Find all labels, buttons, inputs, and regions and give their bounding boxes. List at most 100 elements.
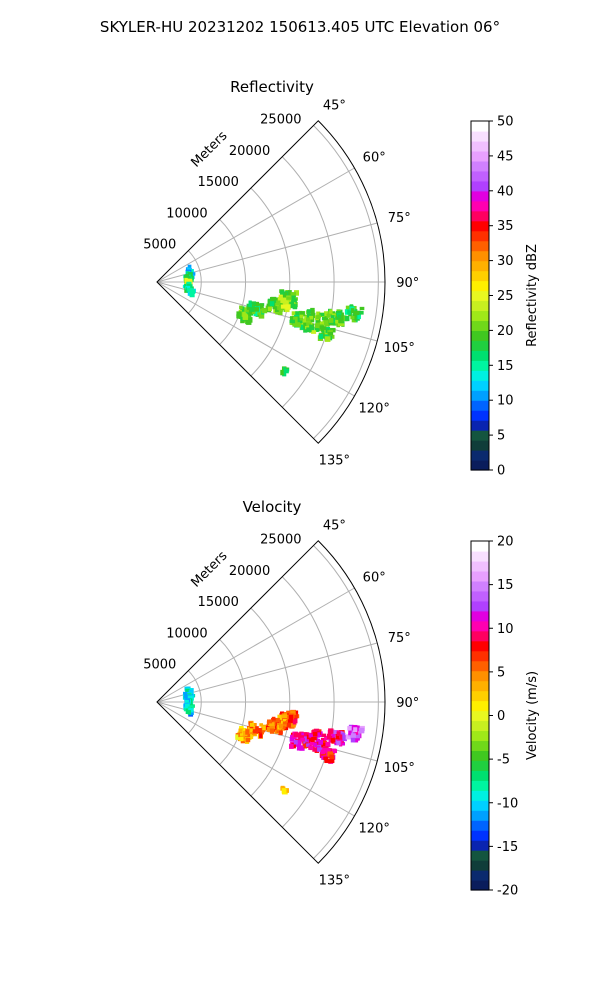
colorbar-segment [471, 260, 489, 272]
azimuth-tick-label: 60° [363, 571, 386, 586]
colorbar-segment [471, 250, 489, 262]
azimuth-tick-label: 45° [323, 519, 346, 534]
colorbar-segment [471, 710, 489, 722]
echo-gate [318, 333, 324, 340]
colorbar-segment [471, 730, 489, 742]
echo-gate [315, 315, 320, 320]
echo-gate [296, 317, 303, 324]
colorbar-segment [471, 390, 489, 401]
echo-gate [316, 311, 321, 317]
echo-gate [309, 733, 314, 739]
echo-gate [306, 317, 310, 321]
echo-gate [335, 319, 339, 324]
echo-gate [284, 788, 289, 793]
echo-gate [281, 788, 287, 794]
echo-gate [241, 307, 247, 312]
echo-gate [345, 305, 350, 311]
echo-gate [310, 307, 315, 312]
echo-gate [330, 315, 335, 321]
echo-gate [184, 699, 189, 706]
colorbar-segment [471, 680, 489, 692]
echo-gate [347, 309, 352, 315]
echo-gate [258, 313, 265, 319]
echo-gate [257, 727, 262, 733]
echo-field [182, 686, 365, 795]
echo-gate [187, 267, 192, 272]
echo-gate [299, 315, 304, 321]
echo-gate [269, 722, 275, 726]
echo-gate [289, 722, 293, 728]
echo-gate [240, 315, 244, 321]
echo-gate [353, 737, 359, 743]
echo-gate [254, 307, 260, 312]
echo-gate [345, 734, 351, 740]
colorbar-segment [471, 810, 489, 821]
azimuth-tick-label: 75° [388, 211, 411, 226]
echo-gate [294, 710, 299, 716]
echo-gate [315, 738, 321, 743]
echo-gate [298, 735, 304, 740]
echo-gate [350, 737, 356, 743]
radial-tick-label: 10000 [166, 626, 207, 641]
figure-title: SKYLER-HU 20231202 150613.405 UTC Elevat… [100, 18, 500, 36]
echo-gate [293, 316, 298, 323]
echo-gate [239, 736, 244, 742]
echo-gate [277, 297, 283, 303]
colorbar-tick-label: -5 [497, 753, 510, 768]
azimuth-tick-label: 90° [396, 696, 419, 711]
colorbar-segment [471, 410, 489, 421]
echo-gate [270, 297, 276, 303]
echo-gate [316, 732, 321, 738]
echo-gate [286, 297, 291, 303]
echo-gate [292, 321, 298, 327]
radial-tick-label: 5000 [143, 238, 176, 253]
echo-gate [281, 714, 287, 719]
echo-gate [296, 732, 302, 738]
echo-gate [249, 306, 255, 312]
colorbar-tick-label: 20 [497, 324, 514, 339]
colorbar-segment [471, 700, 489, 712]
colorbar-label: Reflectivity dBZ [525, 244, 540, 347]
echo-gate [330, 738, 336, 743]
echo-gate [347, 726, 352, 731]
colorbar-segment [471, 740, 489, 751]
echo-gate [335, 311, 342, 316]
echo-gate [296, 313, 302, 319]
echo-gate [348, 730, 352, 736]
echo-gate [323, 311, 329, 317]
echo-gate [321, 742, 326, 748]
echo-gate [350, 733, 356, 738]
echo-gate [326, 313, 330, 318]
echo-gate [344, 309, 350, 315]
echo-gate [354, 730, 359, 735]
colorbar-segment [471, 170, 489, 182]
echo-gate [242, 732, 248, 737]
echo-gate [186, 285, 191, 290]
colorbar-segment [471, 210, 489, 222]
echo-gate [281, 297, 287, 304]
colorbar-segment [471, 190, 489, 202]
colorbar-segment [471, 300, 489, 312]
echo-gate [293, 733, 300, 737]
echo-gate [327, 331, 334, 336]
echo-gate [291, 723, 296, 728]
echo-gate [297, 740, 301, 746]
azimuth-tick-label: 105° [384, 761, 415, 776]
colorbar-segment [471, 760, 489, 771]
colorbar-segment [471, 640, 489, 652]
echo-gate [269, 728, 275, 734]
colorbar-segment [471, 450, 489, 461]
echo-gate [239, 733, 244, 737]
colorbar-segment [471, 840, 489, 851]
echo-gate [280, 304, 286, 309]
echo-gate [302, 732, 308, 736]
colorbar-segment [471, 330, 489, 341]
echo-gate [239, 305, 243, 310]
azimuth-tick-label: 120° [359, 821, 390, 836]
echo-gate [322, 329, 327, 334]
echo-gate [279, 728, 283, 734]
colorbar-segment [471, 310, 489, 322]
echo-gate [333, 317, 337, 322]
colorbar-tick-label: 20 [497, 535, 514, 550]
colorbar-tick-label: 30 [497, 254, 514, 269]
